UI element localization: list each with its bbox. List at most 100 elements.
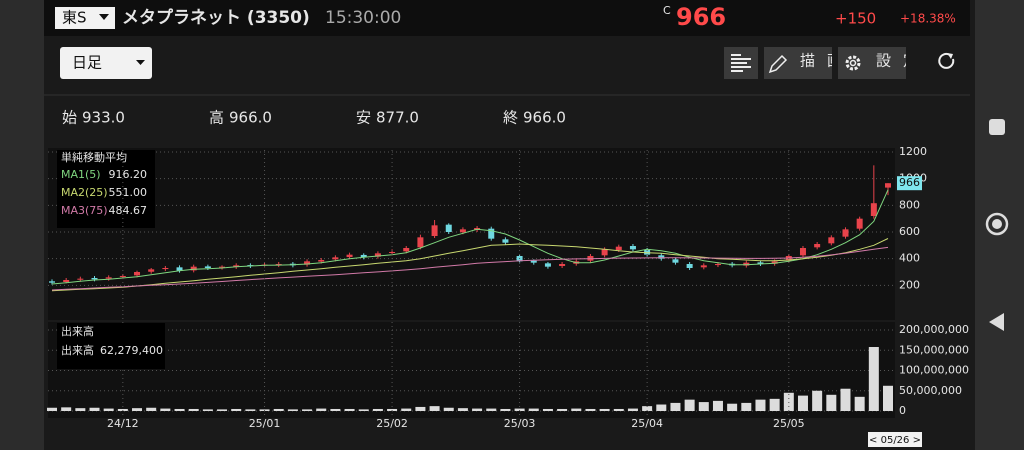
ohlc-label: 終: [503, 109, 518, 127]
candle-body: [828, 237, 835, 244]
period-select[interactable]: [60, 47, 152, 79]
home-button[interactable]: [985, 212, 1009, 236]
volume-bar: [585, 408, 596, 411]
volume-bar: [783, 392, 794, 411]
volume-bar: [330, 408, 341, 411]
volume-bar: [188, 408, 199, 411]
dropdown-arrow: [99, 14, 109, 20]
stock-name: メタプラネット (3350): [122, 7, 310, 28]
legend-title: 出来高: [61, 324, 94, 338]
candle-body: [757, 262, 764, 264]
y-tick-label: 1200: [899, 145, 927, 158]
candle-body: [190, 266, 197, 271]
price-prefix: C: [663, 4, 671, 17]
candle-body: [389, 252, 396, 253]
draw-button[interactable]: 描画: [764, 47, 854, 79]
candle-body: [119, 276, 126, 278]
legend-value: 551.00: [109, 186, 148, 199]
market-select[interactable]: [55, 7, 115, 29]
candle-body: [360, 254, 367, 258]
volume-bar: [571, 408, 582, 411]
change-pct: +18.38%: [900, 12, 956, 26]
volume-bar: [146, 407, 157, 411]
volume-bar: [132, 408, 143, 411]
candle-body: [842, 229, 849, 237]
price-tag-label: 966: [899, 176, 920, 189]
x-tick-label: 24/12: [107, 417, 139, 430]
volume-bar: [443, 407, 454, 411]
y-tick-label: 100,000,000: [899, 364, 969, 377]
volume-bar: [557, 408, 568, 411]
dropdown-arrow: [136, 60, 145, 65]
candle-body: [856, 218, 863, 229]
cursor-label: < 05/26 >: [869, 435, 921, 446]
volume-bar: [387, 408, 398, 411]
volume-bar: [117, 408, 128, 411]
left-margin: [0, 0, 44, 450]
volume-bar: [769, 398, 780, 411]
refresh-icon[interactable]: [938, 52, 955, 69]
change: +150: [835, 10, 876, 28]
volume-bar: [344, 408, 355, 411]
home-dot: [992, 219, 1002, 229]
ohlc-row: 始 933.0 高 966.0 安 877.0 終 966.0: [62, 109, 566, 127]
candle-body: [672, 259, 679, 263]
candle-body: [870, 203, 877, 216]
ma-line: [51, 238, 889, 292]
volume-bar: [670, 402, 681, 411]
candle-body: [134, 272, 141, 276]
volume-bar: [840, 388, 851, 411]
volume-bar: [712, 400, 723, 411]
back-button[interactable]: [989, 313, 1004, 331]
recent-button[interactable]: [989, 119, 1005, 135]
candle-body: [743, 262, 750, 266]
candle-body: [629, 246, 636, 250]
candle-body: [346, 254, 353, 258]
y-tick-label: 600: [899, 225, 920, 238]
candle-body: [502, 239, 509, 243]
legend-name: MA2(25): [61, 186, 108, 199]
candle-body: [176, 267, 183, 271]
candle-body: [771, 261, 778, 264]
legend-value: 62,279,400: [100, 344, 163, 357]
volume-bar: [287, 409, 298, 411]
candle-body: [814, 244, 821, 248]
volume-bar: [457, 408, 468, 411]
candle-body: [275, 264, 282, 266]
button-bg: [838, 47, 906, 79]
price-tag: [897, 176, 922, 191]
cursor-box: [868, 432, 922, 447]
volume-bar: [613, 408, 624, 411]
candle-body: [162, 268, 169, 270]
volume-bar: [429, 406, 440, 411]
candle-body: [530, 260, 537, 263]
pencil-icon: [768, 54, 788, 74]
gear-center: [849, 59, 857, 67]
volume-bar: [528, 408, 539, 411]
legend-box: [57, 323, 165, 369]
candle-body: [615, 246, 622, 250]
candle-body: [148, 269, 155, 272]
settings-button[interactable]: 設定: [838, 47, 930, 79]
y-tick-label: 400: [899, 252, 920, 265]
candle-body: [445, 224, 452, 232]
ma-line: [51, 189, 889, 285]
volume-bar: [415, 406, 426, 411]
candle-body: [204, 266, 211, 268]
volume-bar: [741, 402, 752, 411]
volume-bar: [684, 399, 695, 411]
candle-body: [403, 248, 410, 252]
volume-bar: [883, 385, 893, 411]
ohlc-value: 877.0: [376, 109, 419, 127]
candle-body: [49, 281, 55, 283]
legend-box: [57, 150, 155, 228]
volume-bar: [174, 408, 185, 411]
plot: 20040060080010001200単純移動平均MA1(5)916.20MA…: [47, 145, 969, 447]
candle-body: [417, 237, 424, 248]
candle-body: [714, 264, 721, 266]
candle-body: [91, 278, 98, 280]
volume-bar: [755, 399, 766, 411]
time: 15:30:00: [325, 8, 401, 28]
volume-bar: [599, 408, 610, 411]
